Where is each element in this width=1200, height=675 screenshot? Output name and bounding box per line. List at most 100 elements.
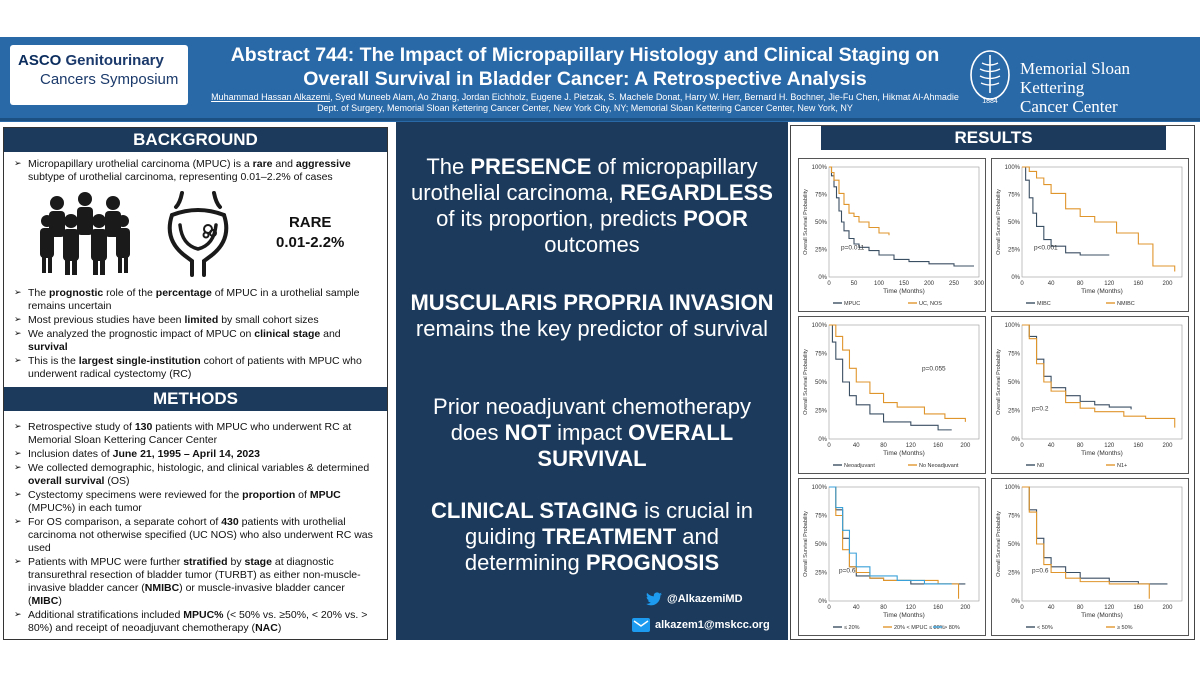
y-tick-label: 0% <box>818 437 827 443</box>
p-value-label: p<0.001 <box>1034 245 1058 252</box>
results-heading: RESULTS <box>821 126 1166 150</box>
km-curve <box>829 486 952 585</box>
left-panel: BACKGROUND Micropapillary urothelial car… <box>3 127 388 640</box>
asco-logo-symposium: Cancers Symposium <box>40 71 179 88</box>
x-tick-label: 50 <box>851 281 858 287</box>
x-tick-label: 200 <box>1162 281 1173 287</box>
km-curve <box>1022 486 1150 599</box>
x-tick-label: 120 <box>906 443 917 449</box>
x-tick-label: 0 <box>1020 443 1024 449</box>
mskcc-year: 1884 <box>982 98 998 105</box>
methods-bullet: Retrospective study of 130 patients with… <box>14 421 379 447</box>
km-curve <box>829 486 966 585</box>
email-contact[interactable]: alkazem1@mskcc.org <box>632 618 770 632</box>
methods-bullet: Patients with MPUC were further stratifi… <box>14 556 379 608</box>
mskcc-emblem-icon: 1884 <box>970 50 1010 105</box>
x-tick-label: 0 <box>1020 281 1024 287</box>
legend-label: N1+ <box>1117 463 1127 469</box>
background-bullet: This is the largest single-institution c… <box>14 355 379 381</box>
poster-header: ASCO Genitourinary Cancers Symposium Abs… <box>0 37 1200 122</box>
y-tick-label: 75% <box>815 352 828 358</box>
y-tick-label: 75% <box>815 193 828 199</box>
legend-label: UC, NOS <box>919 301 942 307</box>
y-tick-label: 75% <box>1008 514 1021 520</box>
x-tick-label: 0 <box>827 281 831 287</box>
km-plot-mpuc-percent-50: 0% 25% 50% 75% 100% 0 40 80 120 160 200 Time (Month… <box>991 478 1189 636</box>
x-tick-label: 0 <box>827 443 831 449</box>
y-tick-label: 100% <box>1005 165 1021 171</box>
results-panel: RESULTS 0% 25% 50% 75% 100% 0 50 100 150 200 250 30… <box>790 125 1195 640</box>
legend-label: ≤ 20% <box>844 625 860 631</box>
background-heading: BACKGROUND <box>4 128 387 152</box>
x-axis-label: Time (Months) <box>1081 288 1123 295</box>
poster-title-line1: Abstract 744: The Impact of Micropapilla… <box>230 44 940 66</box>
x-tick-label: 200 <box>1162 605 1173 611</box>
y-tick-label: 100% <box>812 165 828 171</box>
x-tick-label: 160 <box>1133 281 1144 287</box>
p-value-label: p=0.011 <box>841 245 865 252</box>
plot-area <box>828 166 980 278</box>
background-list-top: Micropapillary urothelial carcinoma (MPU… <box>4 152 387 184</box>
km-plot-mibc-vs-nmibc: 0% 25% 50% 75% 100% 0 40 80 120 160 200 Time (Month… <box>991 158 1189 312</box>
km-curve <box>829 324 966 422</box>
km-curve <box>829 166 974 267</box>
methods-bullet: For OS comparison, a separate cohort of … <box>14 516 379 555</box>
methods-bullet: We collected demographic, histologic, an… <box>14 462 379 488</box>
background-icons: RARE 0.01-2.2% <box>4 185 387 285</box>
x-tick-label: 120 <box>1104 605 1115 611</box>
y-axis-label: Overall Survival Probability <box>996 511 1002 577</box>
km-curve <box>1022 324 1176 428</box>
x-tick-label: 80 <box>880 605 887 611</box>
y-tick-label: 0% <box>1011 437 1020 443</box>
mskcc-name-line2: Cancer Center <box>1020 97 1118 116</box>
x-tick-label: 40 <box>853 443 860 449</box>
km-curve <box>829 486 960 599</box>
asco-gu-logo: ASCO Genitourinary Cancers Symposium <box>10 45 188 105</box>
y-tick-label: 75% <box>815 514 828 520</box>
rare-callout: RARE 0.01-2.2% <box>276 213 344 253</box>
x-tick-label: 40 <box>853 605 860 611</box>
x-axis-label: Time (Months) <box>883 288 925 295</box>
x-tick-label: 100 <box>874 281 885 287</box>
bladder-icon <box>167 191 229 277</box>
y-tick-label: 0% <box>818 599 827 605</box>
legend-label: 20% < MPUC ≤ 80% <box>894 625 945 631</box>
x-tick-label: 80 <box>1077 443 1084 449</box>
affiliation: Dept. of Surgery, Memorial Sloan Ketteri… <box>317 103 853 113</box>
poster-title: Abstract 744: The Impact of Micropapilla… <box>205 43 965 91</box>
x-tick-label: 160 <box>1133 443 1144 449</box>
x-tick-label: 120 <box>906 605 917 611</box>
y-tick-label: 50% <box>815 380 828 386</box>
y-tick-label: 75% <box>1008 352 1021 358</box>
asco-logo-genitourinary: Genitourinary <box>61 52 164 69</box>
legend-label: No Neoadjuvant <box>919 463 959 469</box>
y-tick-label: 100% <box>1005 323 1021 329</box>
y-tick-label: 50% <box>815 220 828 226</box>
y-axis-label: Overall Survival Probability <box>803 511 809 577</box>
methods-bullet: Additional stratifications included MPUC… <box>14 609 379 635</box>
p-value-label: p=0.6 <box>1032 568 1049 575</box>
p-value-label: p=0.6 <box>839 568 856 575</box>
p-value-label: p=0.2 <box>1032 406 1049 413</box>
km-plot-mpuc-vs-ucnos: 0% 25% 50% 75% 100% 0 50 100 150 200 250 300 Time (M… <box>798 158 986 312</box>
rare-range: 0.01-2.2% <box>276 234 345 251</box>
y-tick-label: 0% <box>1011 599 1020 605</box>
first-author: Muhammad Hassan Alkazemi <box>211 92 331 102</box>
km-curve <box>829 324 952 431</box>
y-tick-label: 25% <box>815 248 828 254</box>
mskcc-name: Memorial Sloan Kettering Cancer Center <box>1020 59 1193 116</box>
key-findings-panel: The PRESENCE of micropapillary urothelia… <box>396 122 788 640</box>
legend-label: ≥ 50% <box>1117 625 1133 631</box>
x-axis-label: Time (Months) <box>1081 450 1123 457</box>
finding-presence: The PRESENCE of micropapillary urothelia… <box>411 154 773 257</box>
legend-label: Neoadjuvant <box>844 463 875 469</box>
x-tick-label: 40 <box>1048 281 1055 287</box>
background-bullet: We analyzed the prognostic impact of MPU… <box>14 328 379 354</box>
y-tick-label: 25% <box>1008 248 1021 254</box>
twitter-contact[interactable]: @AlkazemiMD <box>646 592 743 606</box>
finding-muscularis: MUSCULARIS PROPRIA INVASION remains the … <box>410 290 774 341</box>
mskcc-name-line1: Memorial Sloan Kettering <box>1020 59 1131 97</box>
x-tick-label: 150 <box>899 281 910 287</box>
y-axis-label: Overall Survival Probability <box>996 189 1002 255</box>
y-tick-label: 25% <box>815 571 828 577</box>
